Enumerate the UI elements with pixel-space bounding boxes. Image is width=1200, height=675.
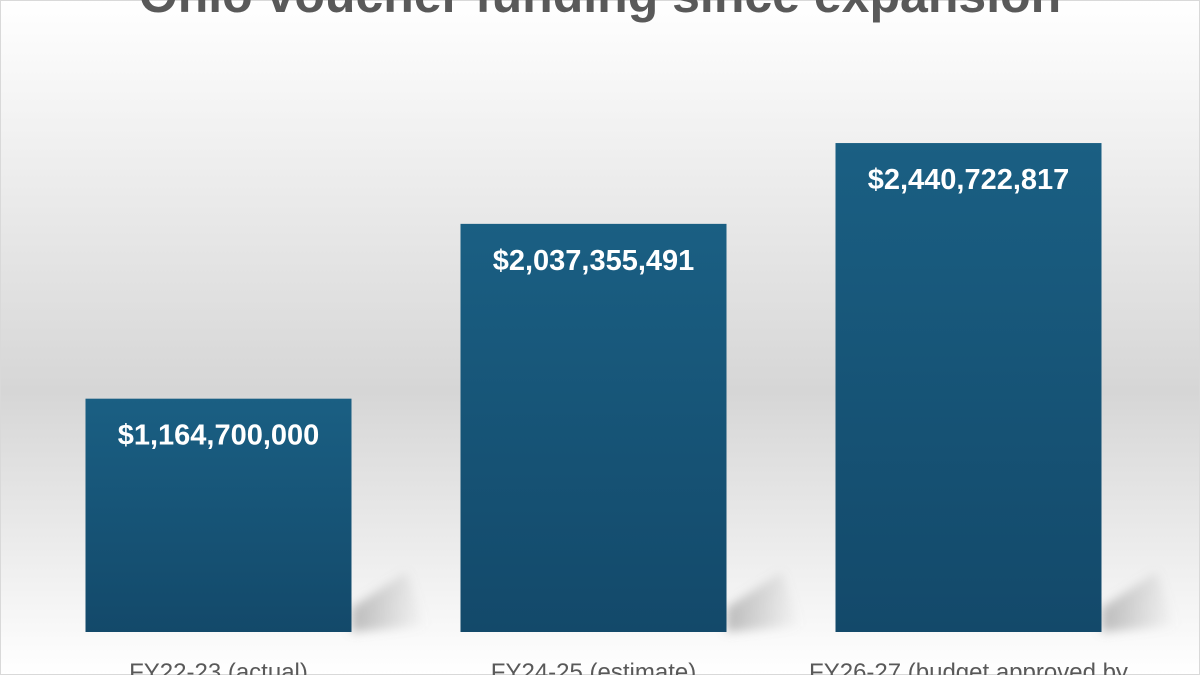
bar-value-label: $2,037,355,491 [493,245,695,277]
chart-title: Ohio voucher funding since expansion [0,0,1200,24]
bar-shadow [726,572,802,632]
bar-value-label: $2,440,722,817 [868,164,1070,196]
bar-shadow [1101,572,1177,632]
category-label: FY22-23 (actual) [129,659,308,675]
bar-shadow [351,572,427,632]
bar [835,143,1102,633]
bar [460,223,727,632]
bar-value-label: $1,164,700,000 [118,420,320,452]
bar [85,398,352,632]
category-label: FY24-25 (estimate) [491,659,696,675]
category-label: FY26-27 (budget approved by [809,659,1128,675]
